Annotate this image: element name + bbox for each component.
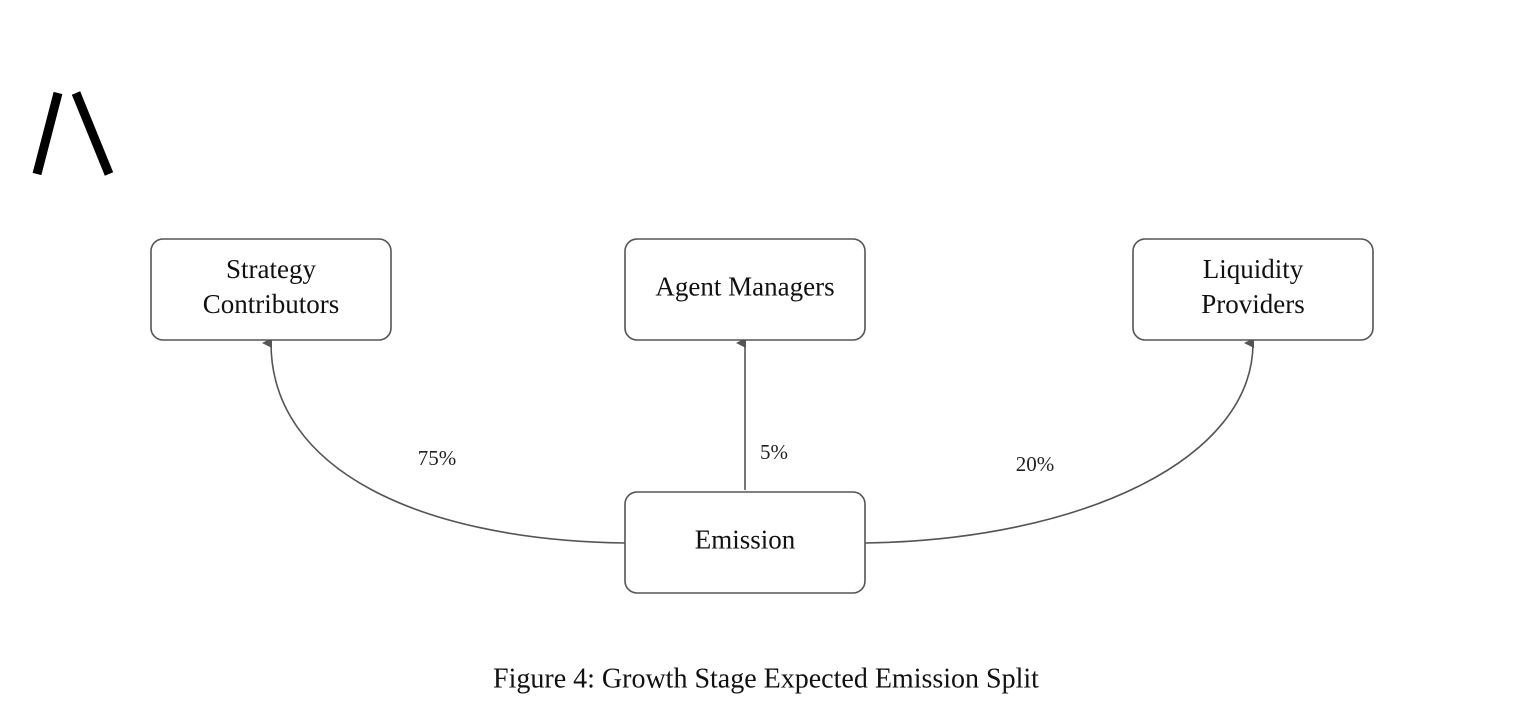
edge-label: 75%: [418, 446, 457, 470]
node-label: Liquidity: [1203, 254, 1304, 284]
node-box: [1132, 238, 1374, 341]
edge-arrow: [864, 338, 1255, 544]
node-label: Providers: [1201, 289, 1305, 319]
node-box: [624, 238, 866, 341]
node-label: Agent Managers: [655, 272, 834, 302]
node-box: [150, 238, 392, 341]
edge-arrow: [262, 337, 626, 544]
node-label: Strategy: [226, 254, 316, 284]
node-label: Emission: [695, 525, 796, 555]
edge-label: 5%: [760, 440, 788, 464]
edge-label: 20%: [1016, 452, 1055, 476]
node-box: [624, 491, 866, 594]
caption: Figure 4: Growth Stage Expected Emission…: [493, 663, 1039, 694]
logo-stroke: [32, 91, 63, 176]
logo-stroke: [71, 91, 114, 176]
node-label: Contributors: [203, 289, 340, 319]
logo: [32, 91, 114, 176]
